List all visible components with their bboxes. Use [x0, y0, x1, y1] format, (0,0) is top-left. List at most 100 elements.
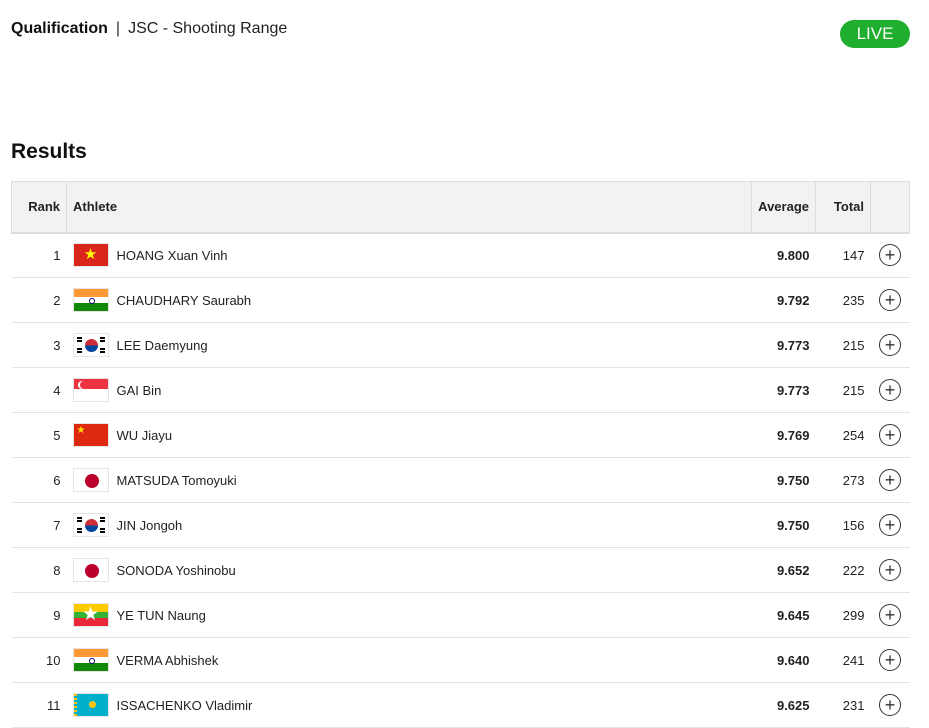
- table-row: 1 ★ HOANG Xuan Vinh 9.800 147 +: [11, 232, 910, 278]
- athlete-name[interactable]: VERMA Abhishek: [116, 652, 219, 668]
- plus-circle-icon[interactable]: +: [879, 559, 901, 581]
- athlete-name[interactable]: SONODA Yoshinobu: [116, 562, 236, 578]
- average: 9.750: [751, 457, 816, 503]
- col-average: Average: [751, 181, 816, 234]
- average: 9.773: [751, 322, 816, 368]
- rank: 1: [11, 232, 67, 278]
- col-athlete: Athlete: [65, 181, 753, 234]
- table-row: 8 SONODA Yoshinobu 9.652 222 +: [11, 547, 910, 593]
- rank: 3: [11, 322, 67, 368]
- expand-button[interactable]: +: [870, 277, 910, 323]
- total: 241: [815, 637, 871, 683]
- total: 147: [815, 232, 871, 278]
- rank: 5: [11, 412, 67, 458]
- total: 215: [815, 322, 871, 368]
- athlete-name[interactable]: HOANG Xuan Vinh: [116, 247, 228, 263]
- average: 9.750: [751, 502, 816, 548]
- athlete-cell: ★ YE TUN Naung: [66, 592, 752, 638]
- flag-india-icon: [72, 288, 109, 312]
- flag-india-icon: [72, 648, 109, 672]
- athlete-cell: ISSACHENKO Vladimir: [66, 682, 752, 728]
- rank: 8: [11, 547, 67, 593]
- rank: 4: [11, 367, 67, 413]
- expand-button[interactable]: +: [870, 232, 910, 278]
- expand-button[interactable]: +: [870, 682, 910, 728]
- table-row: 10 VERMA Abhishek 9.640 241 +: [11, 637, 910, 683]
- athlete-name[interactable]: MATSUDA Tomoyuki: [116, 472, 237, 488]
- athlete-cell: ★ HOANG Xuan Vinh: [66, 232, 752, 278]
- expand-button[interactable]: +: [870, 502, 910, 548]
- flag-singapore-icon: [72, 378, 109, 402]
- event-header: Qualification | JSC - Shooting Range: [11, 20, 287, 38]
- plus-circle-icon[interactable]: +: [879, 514, 901, 536]
- expand-button[interactable]: +: [870, 547, 910, 593]
- plus-circle-icon[interactable]: +: [879, 649, 901, 671]
- table-row: 4 GAI Bin 9.773 215 +: [11, 367, 910, 413]
- athlete-cell: VERMA Abhishek: [66, 637, 752, 683]
- average: 9.652: [751, 547, 816, 593]
- flag-myanmar-icon: ★: [72, 603, 109, 627]
- expand-button[interactable]: +: [870, 457, 910, 503]
- average: 9.645: [751, 592, 816, 638]
- total: 299: [815, 592, 871, 638]
- athlete-name[interactable]: ISSACHENKO Vladimir: [116, 697, 253, 713]
- athlete-cell: JIN Jongoh: [66, 502, 752, 548]
- average: 9.769: [751, 412, 816, 458]
- plus-circle-icon[interactable]: +: [879, 424, 901, 446]
- average: 9.800: [751, 232, 816, 278]
- rank: 9: [11, 592, 67, 638]
- plus-circle-icon[interactable]: +: [879, 604, 901, 626]
- total: 254: [815, 412, 871, 458]
- flag-kazakhstan-icon: [72, 693, 109, 717]
- rank: 11: [11, 682, 67, 728]
- expand-button[interactable]: +: [870, 412, 910, 458]
- athlete-name[interactable]: WU Jiayu: [116, 427, 173, 443]
- flag-china-icon: ★: [72, 423, 109, 447]
- rank: 10: [11, 637, 67, 683]
- athlete-cell: GAI Bin: [66, 367, 752, 413]
- stage-label: Qualification: [11, 20, 108, 37]
- athlete-name[interactable]: JIN Jongoh: [116, 517, 183, 533]
- total: 156: [815, 502, 871, 548]
- col-expand: [870, 181, 910, 234]
- athlete-name[interactable]: GAI Bin: [116, 382, 162, 398]
- average: 9.792: [751, 277, 816, 323]
- athlete-cell: ★ WU Jiayu: [66, 412, 752, 458]
- athlete-name[interactable]: CHAUDHARY Saurabh: [116, 292, 252, 308]
- table-row: 7 JIN Jongoh 9.750 156 +: [11, 502, 910, 548]
- expand-button[interactable]: +: [870, 322, 910, 368]
- plus-circle-icon[interactable]: +: [879, 289, 901, 311]
- rank: 6: [11, 457, 67, 503]
- plus-circle-icon[interactable]: +: [879, 244, 901, 267]
- athlete-name[interactable]: YE TUN Naung: [116, 607, 206, 623]
- table-row: 11 ISSACHENKO Vladimir 9.625 231 +: [11, 682, 910, 728]
- average: 9.773: [751, 367, 816, 413]
- average: 9.640: [751, 637, 816, 683]
- plus-circle-icon[interactable]: +: [879, 694, 901, 716]
- athlete-cell: SONODA Yoshinobu: [66, 547, 752, 593]
- table-row: 3 LEE Daemyung 9.773 215 +: [11, 322, 910, 368]
- separator: |: [115, 20, 121, 37]
- total: 231: [815, 682, 871, 728]
- plus-circle-icon[interactable]: +: [879, 334, 901, 356]
- plus-circle-icon[interactable]: +: [879, 379, 901, 401]
- flag-vietnam-icon: ★: [72, 243, 109, 268]
- flag-korea-icon: [72, 513, 109, 537]
- total: 235: [815, 277, 871, 323]
- total: 215: [815, 367, 871, 413]
- expand-button[interactable]: +: [870, 592, 910, 638]
- total: 222: [815, 547, 871, 593]
- results-title: Results: [11, 140, 87, 163]
- col-rank: Rank: [11, 181, 67, 234]
- table-row: 5 ★ WU Jiayu 9.769 254 +: [11, 412, 910, 458]
- expand-button[interactable]: +: [870, 637, 910, 683]
- table-row: 9 ★ YE TUN Naung 9.645 299 +: [11, 592, 910, 638]
- flag-korea-icon: [72, 333, 109, 357]
- expand-button[interactable]: +: [870, 367, 910, 413]
- average: 9.625: [751, 682, 816, 728]
- results-table: Rank Athlete Average Total 1 ★ HOANG Xuan…: [11, 181, 910, 728]
- total: 273: [815, 457, 871, 503]
- plus-circle-icon[interactable]: +: [879, 469, 901, 491]
- flag-japan-icon: [72, 468, 109, 492]
- athlete-name[interactable]: LEE Daemyung: [116, 337, 208, 353]
